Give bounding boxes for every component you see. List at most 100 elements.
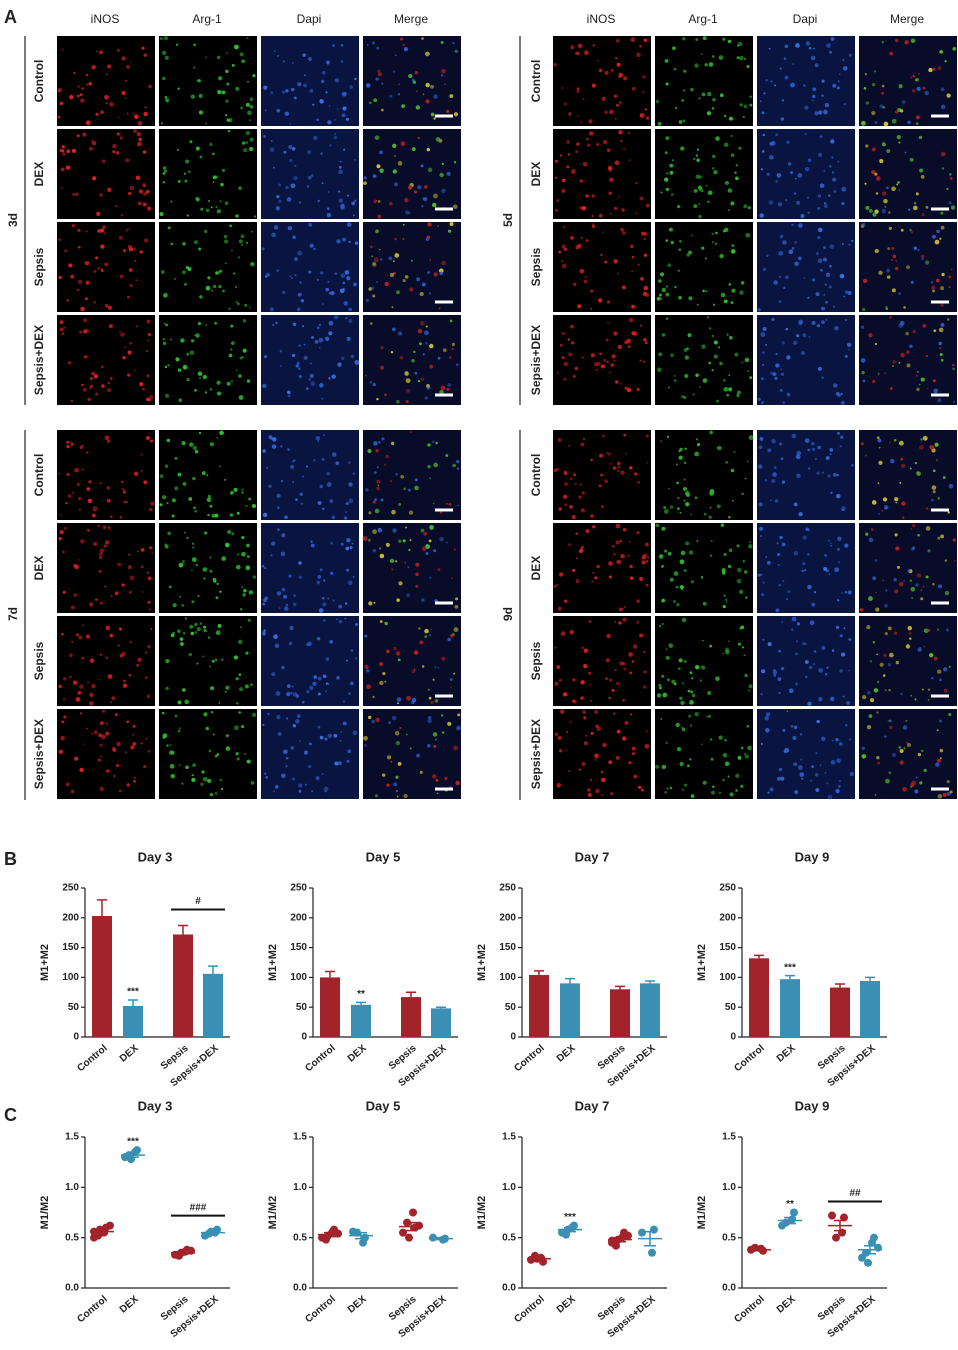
cell	[100, 268, 103, 271]
cell	[740, 746, 744, 750]
cell	[717, 346, 721, 349]
cell	[768, 47, 771, 50]
cell	[767, 448, 772, 453]
bar	[640, 983, 660, 1037]
cell	[365, 298, 370, 303]
cell	[191, 774, 194, 777]
cell	[456, 725, 461, 731]
row-label: Control	[529, 454, 543, 497]
cell	[381, 82, 384, 85]
cell	[237, 639, 243, 645]
cell	[295, 364, 300, 368]
cell	[106, 486, 111, 490]
cell	[796, 334, 800, 338]
cell	[124, 346, 127, 349]
cell	[247, 618, 251, 622]
cell	[629, 671, 633, 675]
cell	[354, 241, 359, 245]
cell	[197, 371, 203, 376]
cell	[709, 738, 713, 741]
cell	[775, 353, 778, 355]
row-label: Sepsis+DEX	[529, 719, 543, 789]
cell	[735, 176, 739, 181]
cell	[624, 386, 628, 390]
cell	[793, 340, 798, 345]
cell	[797, 256, 802, 261]
cell	[947, 511, 951, 514]
cell	[293, 175, 298, 181]
micrograph	[261, 36, 359, 126]
cell	[676, 507, 680, 511]
cell	[936, 729, 939, 732]
cell	[617, 344, 622, 349]
cell	[109, 102, 114, 107]
cell	[557, 736, 562, 740]
cell	[872, 212, 877, 217]
cell	[384, 393, 387, 396]
cell	[395, 790, 398, 793]
cell	[900, 692, 903, 696]
cell	[861, 754, 867, 759]
cell	[409, 539, 412, 542]
cell	[408, 73, 413, 79]
cell	[58, 275, 62, 280]
cell	[641, 555, 647, 560]
cell	[248, 306, 251, 309]
cell	[181, 782, 184, 785]
cell	[621, 208, 625, 212]
cell	[632, 752, 636, 756]
cell	[569, 721, 572, 724]
cell	[629, 564, 633, 569]
cell	[848, 243, 851, 246]
cell	[89, 146, 93, 151]
cell	[209, 442, 214, 447]
cell	[673, 379, 677, 382]
cell	[58, 472, 61, 475]
cell	[898, 189, 901, 192]
cell	[679, 240, 682, 243]
cell	[554, 159, 558, 163]
cell	[174, 456, 178, 460]
cell	[786, 392, 791, 397]
data-point	[415, 1221, 423, 1230]
cell	[712, 97, 716, 102]
cell	[342, 287, 346, 291]
cell	[746, 65, 750, 69]
cell	[631, 331, 636, 336]
cell	[921, 213, 925, 217]
cell	[715, 676, 720, 682]
cell	[178, 398, 183, 403]
cell	[744, 570, 748, 574]
cell	[916, 86, 921, 92]
cell	[402, 237, 405, 240]
cell	[202, 375, 207, 379]
cell	[681, 788, 685, 791]
cell	[119, 653, 124, 658]
cell	[914, 698, 917, 701]
cell	[601, 794, 604, 797]
data-point	[106, 1221, 114, 1230]
cell	[765, 556, 768, 558]
cell	[73, 71, 76, 75]
cell	[63, 326, 66, 329]
cell	[289, 122, 292, 125]
cell	[367, 538, 371, 542]
cell	[842, 58, 845, 61]
cell	[439, 511, 443, 514]
panel-label: B	[4, 849, 17, 869]
cell	[796, 640, 799, 643]
cell	[741, 361, 744, 364]
cell	[804, 85, 806, 87]
y-tick-label: 150	[290, 942, 307, 953]
cell	[372, 500, 376, 504]
cell	[778, 275, 782, 279]
cell	[609, 109, 614, 115]
cell	[711, 107, 715, 110]
cell	[861, 222, 866, 227]
cell	[79, 93, 83, 97]
cell	[390, 441, 395, 446]
cell	[196, 627, 201, 632]
cell	[613, 259, 618, 264]
cell	[658, 554, 664, 559]
cell	[196, 79, 199, 82]
